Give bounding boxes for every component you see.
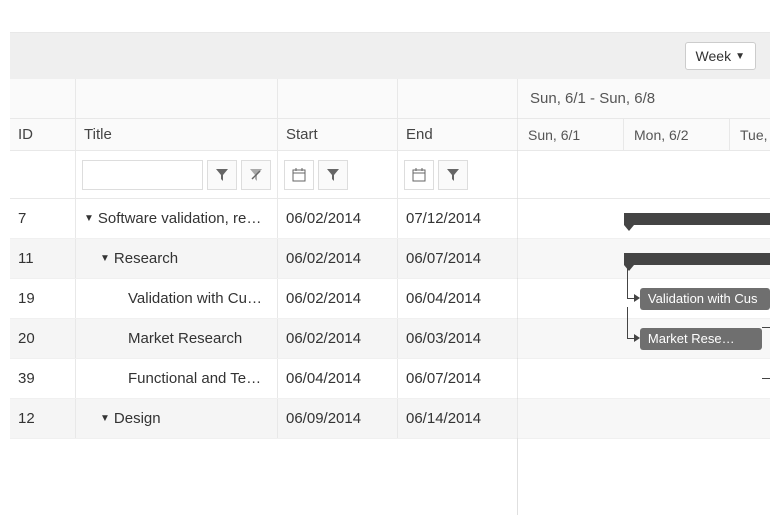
grid-wrapper: ID Title Start End (10, 79, 770, 515)
expand-caret-icon[interactable]: ▼ (100, 253, 110, 264)
filter-icon[interactable] (207, 160, 237, 190)
timeline-body: Validation with Cus Market Rese… (518, 199, 770, 439)
column-header-id[interactable]: ID (10, 119, 76, 150)
title-text: Market Research (128, 330, 242, 347)
cell-start: 06/04/2014 (278, 359, 398, 398)
clear-filter-icon[interactable] (241, 160, 271, 190)
table-row[interactable]: 39 Functional and Te… 06/04/201406/07/2014 (10, 359, 517, 399)
timeline-range-label: Sun, 6/1 - Sun, 6/8 (518, 79, 770, 119)
title-text: Validation with Cu… (128, 290, 262, 307)
column-header-title[interactable]: Title (76, 119, 278, 150)
chevron-down-icon: ▼ (735, 51, 745, 62)
header-spacer (10, 79, 517, 119)
cell-end: 06/03/2014 (398, 319, 518, 358)
column-header-start[interactable]: Start (278, 119, 398, 150)
summary-bar[interactable] (624, 213, 770, 225)
task-bar[interactable]: Validation with Cus (640, 288, 770, 310)
cell-end: 06/04/2014 (398, 279, 518, 318)
timeline: Sun, 6/1 - Sun, 6/8 Sun, 6/1Mon, 6/2Tue,… (518, 79, 770, 515)
timeline-filter-spacer (518, 151, 770, 199)
cell-title: ▼ Software validation, re… (76, 199, 278, 238)
cell-start: 06/02/2014 (278, 279, 398, 318)
cell-title: ▼ Research (76, 239, 278, 278)
gantt-container: Week ▼ ID Title Start End (10, 32, 770, 515)
cell-id: 12 (10, 399, 76, 438)
end-date-filter[interactable] (404, 160, 434, 190)
filter-row (10, 151, 517, 199)
cell-end: 06/07/2014 (398, 239, 518, 278)
timeline-row (518, 359, 770, 399)
filter-icon[interactable] (438, 160, 468, 190)
title-text: Functional and Te… (128, 370, 261, 387)
table-row[interactable]: 19 Validation with Cu… 06/02/201406/04/201… (10, 279, 517, 319)
cell-id: 19 (10, 279, 76, 318)
timeline-row: Validation with Cus (518, 279, 770, 319)
dependency-arrow-icon (634, 294, 640, 302)
column-headers: ID Title Start End (10, 119, 517, 151)
summary-bar[interactable] (624, 253, 770, 265)
filter-icon[interactable] (318, 160, 348, 190)
cell-id: 7 (10, 199, 76, 238)
cell-start: 06/02/2014 (278, 199, 398, 238)
toolbar: Week ▼ (10, 33, 770, 79)
view-selector-button[interactable]: Week ▼ (685, 42, 756, 70)
title-text: Software validation, re… (98, 210, 261, 227)
timeline-row (518, 239, 770, 279)
expand-caret-icon[interactable]: ▼ (84, 213, 94, 224)
timeline-row: Market Rese… (518, 319, 770, 359)
left-grid: ID Title Start End (10, 79, 518, 515)
title-filter-input[interactable] (82, 160, 203, 190)
table-row[interactable]: 20 Market Research 06/02/201406/03/2014 (10, 319, 517, 359)
column-header-end[interactable]: End (398, 119, 518, 150)
day-header: Sun, 6/1 (518, 119, 624, 150)
cell-title: Functional and Te… (76, 359, 278, 398)
timeline-row (518, 199, 770, 239)
timeline-day-headers: Sun, 6/1Mon, 6/2Tue, (518, 119, 770, 151)
day-header: Mon, 6/2 (624, 119, 730, 150)
task-bar[interactable]: Market Rese… (640, 328, 762, 350)
title-text: Design (114, 410, 161, 427)
cell-end: 06/14/2014 (398, 399, 518, 438)
cell-start: 06/02/2014 (278, 239, 398, 278)
day-header: Tue, (730, 119, 770, 150)
cell-title: ▼ Design (76, 399, 278, 438)
table-row[interactable]: 11 ▼ Research 06/02/201406/07/2014 (10, 239, 517, 279)
cell-title: Market Research (76, 319, 278, 358)
cell-id: 20 (10, 319, 76, 358)
cell-start: 06/02/2014 (278, 319, 398, 358)
cell-end: 07/12/2014 (398, 199, 518, 238)
timeline-row (518, 399, 770, 439)
cell-end: 06/07/2014 (398, 359, 518, 398)
left-rows: 7▼Software validation, re…06/02/201407/1… (10, 199, 517, 439)
cell-id: 39 (10, 359, 76, 398)
start-date-filter[interactable] (284, 160, 314, 190)
view-selector-label: Week (696, 48, 732, 64)
table-row[interactable]: 7 ▼ Software validation, re… 06/02/201407/1… (10, 199, 517, 239)
table-row[interactable]: 12 ▼ Design 06/09/201406/14/2014 (10, 399, 517, 439)
dependency-arrow-icon (634, 334, 640, 342)
title-text: Research (114, 250, 178, 267)
cell-title: Validation with Cu… (76, 279, 278, 318)
cell-id: 11 (10, 239, 76, 278)
expand-caret-icon[interactable]: ▼ (100, 413, 110, 424)
cell-start: 06/09/2014 (278, 399, 398, 438)
